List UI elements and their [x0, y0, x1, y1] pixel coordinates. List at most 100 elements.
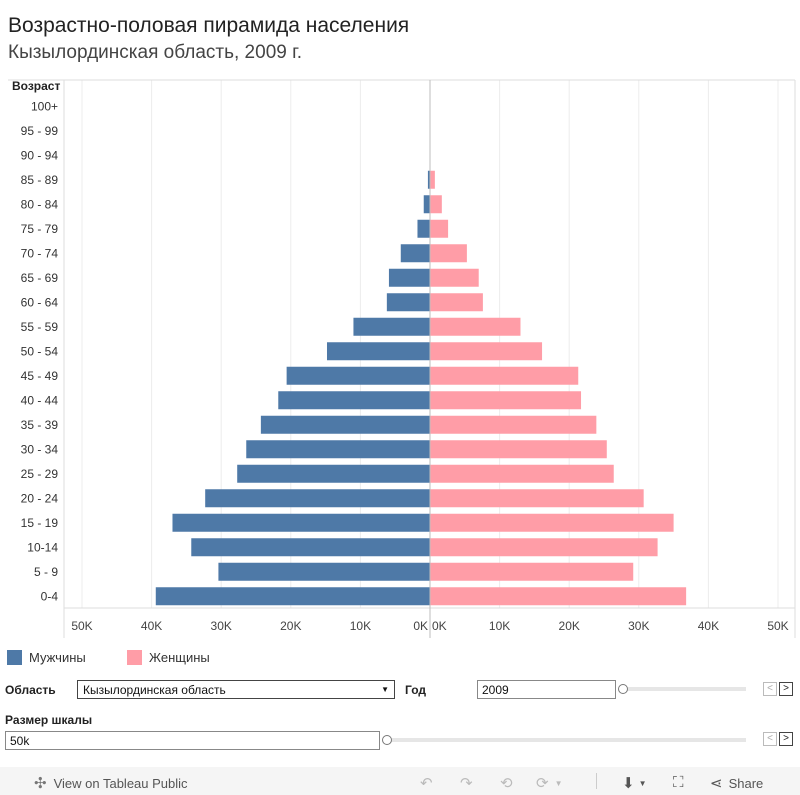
age-group-label: 95 - 99 — [21, 124, 59, 138]
undo-button[interactable]: ↶ — [420, 774, 433, 792]
age-group-label: 10-14 — [27, 540, 58, 554]
age-group-label: 75 - 79 — [21, 222, 59, 236]
year-prev-button[interactable]: < — [763, 682, 777, 696]
scale-prev-button[interactable]: < — [763, 732, 777, 746]
bar-female — [430, 415, 597, 434]
bar-female — [430, 219, 449, 238]
legend-swatch-female — [127, 650, 142, 665]
x-tick-label-right: 0K — [432, 619, 447, 633]
redo-button[interactable]: ↷ — [460, 774, 473, 792]
age-group-label: 15 - 19 — [21, 516, 59, 530]
age-group-label: 70 - 74 — [21, 246, 59, 260]
legend-label-male: Мужчины — [29, 650, 86, 665]
scale-size-label: Размер шкалы — [5, 713, 93, 727]
refresh-button[interactable]: ⟳ ▼ — [536, 774, 563, 792]
tableau-logo-icon: ✣ — [34, 775, 47, 792]
year-filter-label: Год — [405, 683, 426, 697]
scale-slider-handle[interactable] — [382, 735, 392, 745]
fullscreen-icon: ⛶ — [673, 774, 684, 791]
bar-female — [430, 538, 658, 557]
bar-female — [430, 244, 467, 263]
region-select[interactable]: Кызылординская область ▼ — [77, 680, 395, 699]
redo-icon: ↷ — [460, 775, 473, 792]
year-input[interactable]: 2009 — [477, 680, 616, 699]
bar-male — [172, 513, 431, 532]
age-group-label: 30 - 34 — [21, 442, 59, 456]
bar-male — [246, 440, 430, 459]
bar-male — [417, 219, 430, 238]
age-group-label: 85 - 89 — [21, 173, 59, 187]
bar-male — [278, 391, 430, 410]
view-on-tableau-link[interactable]: ✣ View on Tableau Public — [34, 774, 188, 792]
x-tick-label-left: 20K — [280, 619, 301, 633]
bar-female — [430, 464, 614, 483]
bar-female — [430, 366, 579, 385]
legend-swatch-male — [7, 650, 22, 665]
bar-female — [430, 268, 479, 287]
population-pyramid-chart[interactable]: Возраст 100+ 95 - 99 90 - 94 85 - 89 80 - 84 7… — [0, 70, 800, 640]
scale-size-input[interactable]: 50k — [5, 731, 380, 750]
fullscreen-button[interactable]: ⛶ — [673, 774, 684, 791]
scale-next-button[interactable]: > — [779, 732, 793, 746]
age-group-label: 60 - 64 — [21, 295, 59, 309]
age-group-label: 20 - 24 — [21, 491, 59, 505]
bar-male — [286, 366, 430, 385]
bar-male — [155, 587, 430, 606]
download-button[interactable]: ⬇ ▼ — [622, 774, 647, 792]
chevron-down-icon: ▼ — [381, 685, 389, 694]
revert-icon: ⟲ — [500, 775, 513, 792]
bar-male — [260, 415, 430, 434]
year-slider-handle[interactable] — [618, 684, 628, 694]
legend-label-female: Женщины — [149, 650, 210, 665]
chevron-down-icon: ▼ — [554, 778, 563, 788]
scale-slider-track[interactable] — [386, 738, 746, 742]
bar-female — [430, 489, 644, 508]
chart-subtitle: Кызылординская область, 2009 г. — [8, 42, 302, 63]
bar-female — [430, 170, 435, 189]
tableau-toolbar: ✣ View on Tableau Public ↶ ↷ ⟲ ⟳ ▼ ⬇ ▼ ⛶ ⋖… — [0, 767, 800, 795]
age-group-label: 25 - 29 — [21, 467, 59, 481]
bar-male — [237, 464, 430, 483]
x-tick-label-right: 40K — [698, 619, 719, 633]
age-group-label: 45 - 49 — [21, 369, 59, 383]
download-icon: ⬇ — [622, 775, 635, 792]
refresh-icon: ⟳ — [536, 775, 549, 792]
bar-female — [430, 195, 442, 214]
bar-male — [386, 293, 430, 312]
revert-button[interactable]: ⟲ — [500, 774, 513, 792]
x-tick-label-right: 20K — [559, 619, 580, 633]
bar-male — [191, 538, 430, 557]
bar-male — [427, 170, 430, 189]
view-on-tableau-label: View on Tableau Public — [53, 775, 188, 791]
x-tick-label-right: 30K — [628, 619, 649, 633]
legend-item-male[interactable]: Мужчины — [7, 650, 86, 665]
year-next-button[interactable]: > — [779, 682, 793, 696]
age-group-label: 65 - 69 — [21, 271, 59, 285]
bar-female — [430, 317, 521, 336]
bar-male — [326, 342, 430, 361]
x-tick-label-left: 10K — [350, 619, 371, 633]
share-button[interactable]: ⋖ Share — [710, 774, 763, 792]
age-group-label: 40 - 44 — [21, 393, 59, 407]
legend-item-female[interactable]: Женщины — [127, 650, 210, 665]
bar-female — [430, 391, 582, 410]
age-group-label: 35 - 39 — [21, 418, 59, 432]
x-tick-label-left: 40K — [141, 619, 162, 633]
region-select-value: Кызылординская область — [83, 683, 226, 697]
bar-male — [423, 195, 430, 214]
bar-female — [430, 587, 687, 606]
bar-male — [388, 268, 430, 287]
bar-male — [218, 562, 430, 581]
bar-male — [353, 317, 430, 336]
year-slider-track[interactable] — [622, 687, 746, 691]
share-label: Share — [728, 775, 764, 791]
bar-female — [430, 513, 674, 532]
chart-title: Возрастно-половая пирамида населения — [8, 14, 410, 37]
x-tick-label-right: 50K — [767, 619, 788, 633]
age-group-label: 100+ — [31, 99, 58, 113]
y-axis-title: Возраст — [12, 79, 60, 93]
x-tick-label-left: 50K — [71, 619, 92, 633]
bar-female — [430, 562, 634, 581]
age-group-label: 0-4 — [41, 589, 59, 603]
bar-female — [430, 342, 543, 361]
